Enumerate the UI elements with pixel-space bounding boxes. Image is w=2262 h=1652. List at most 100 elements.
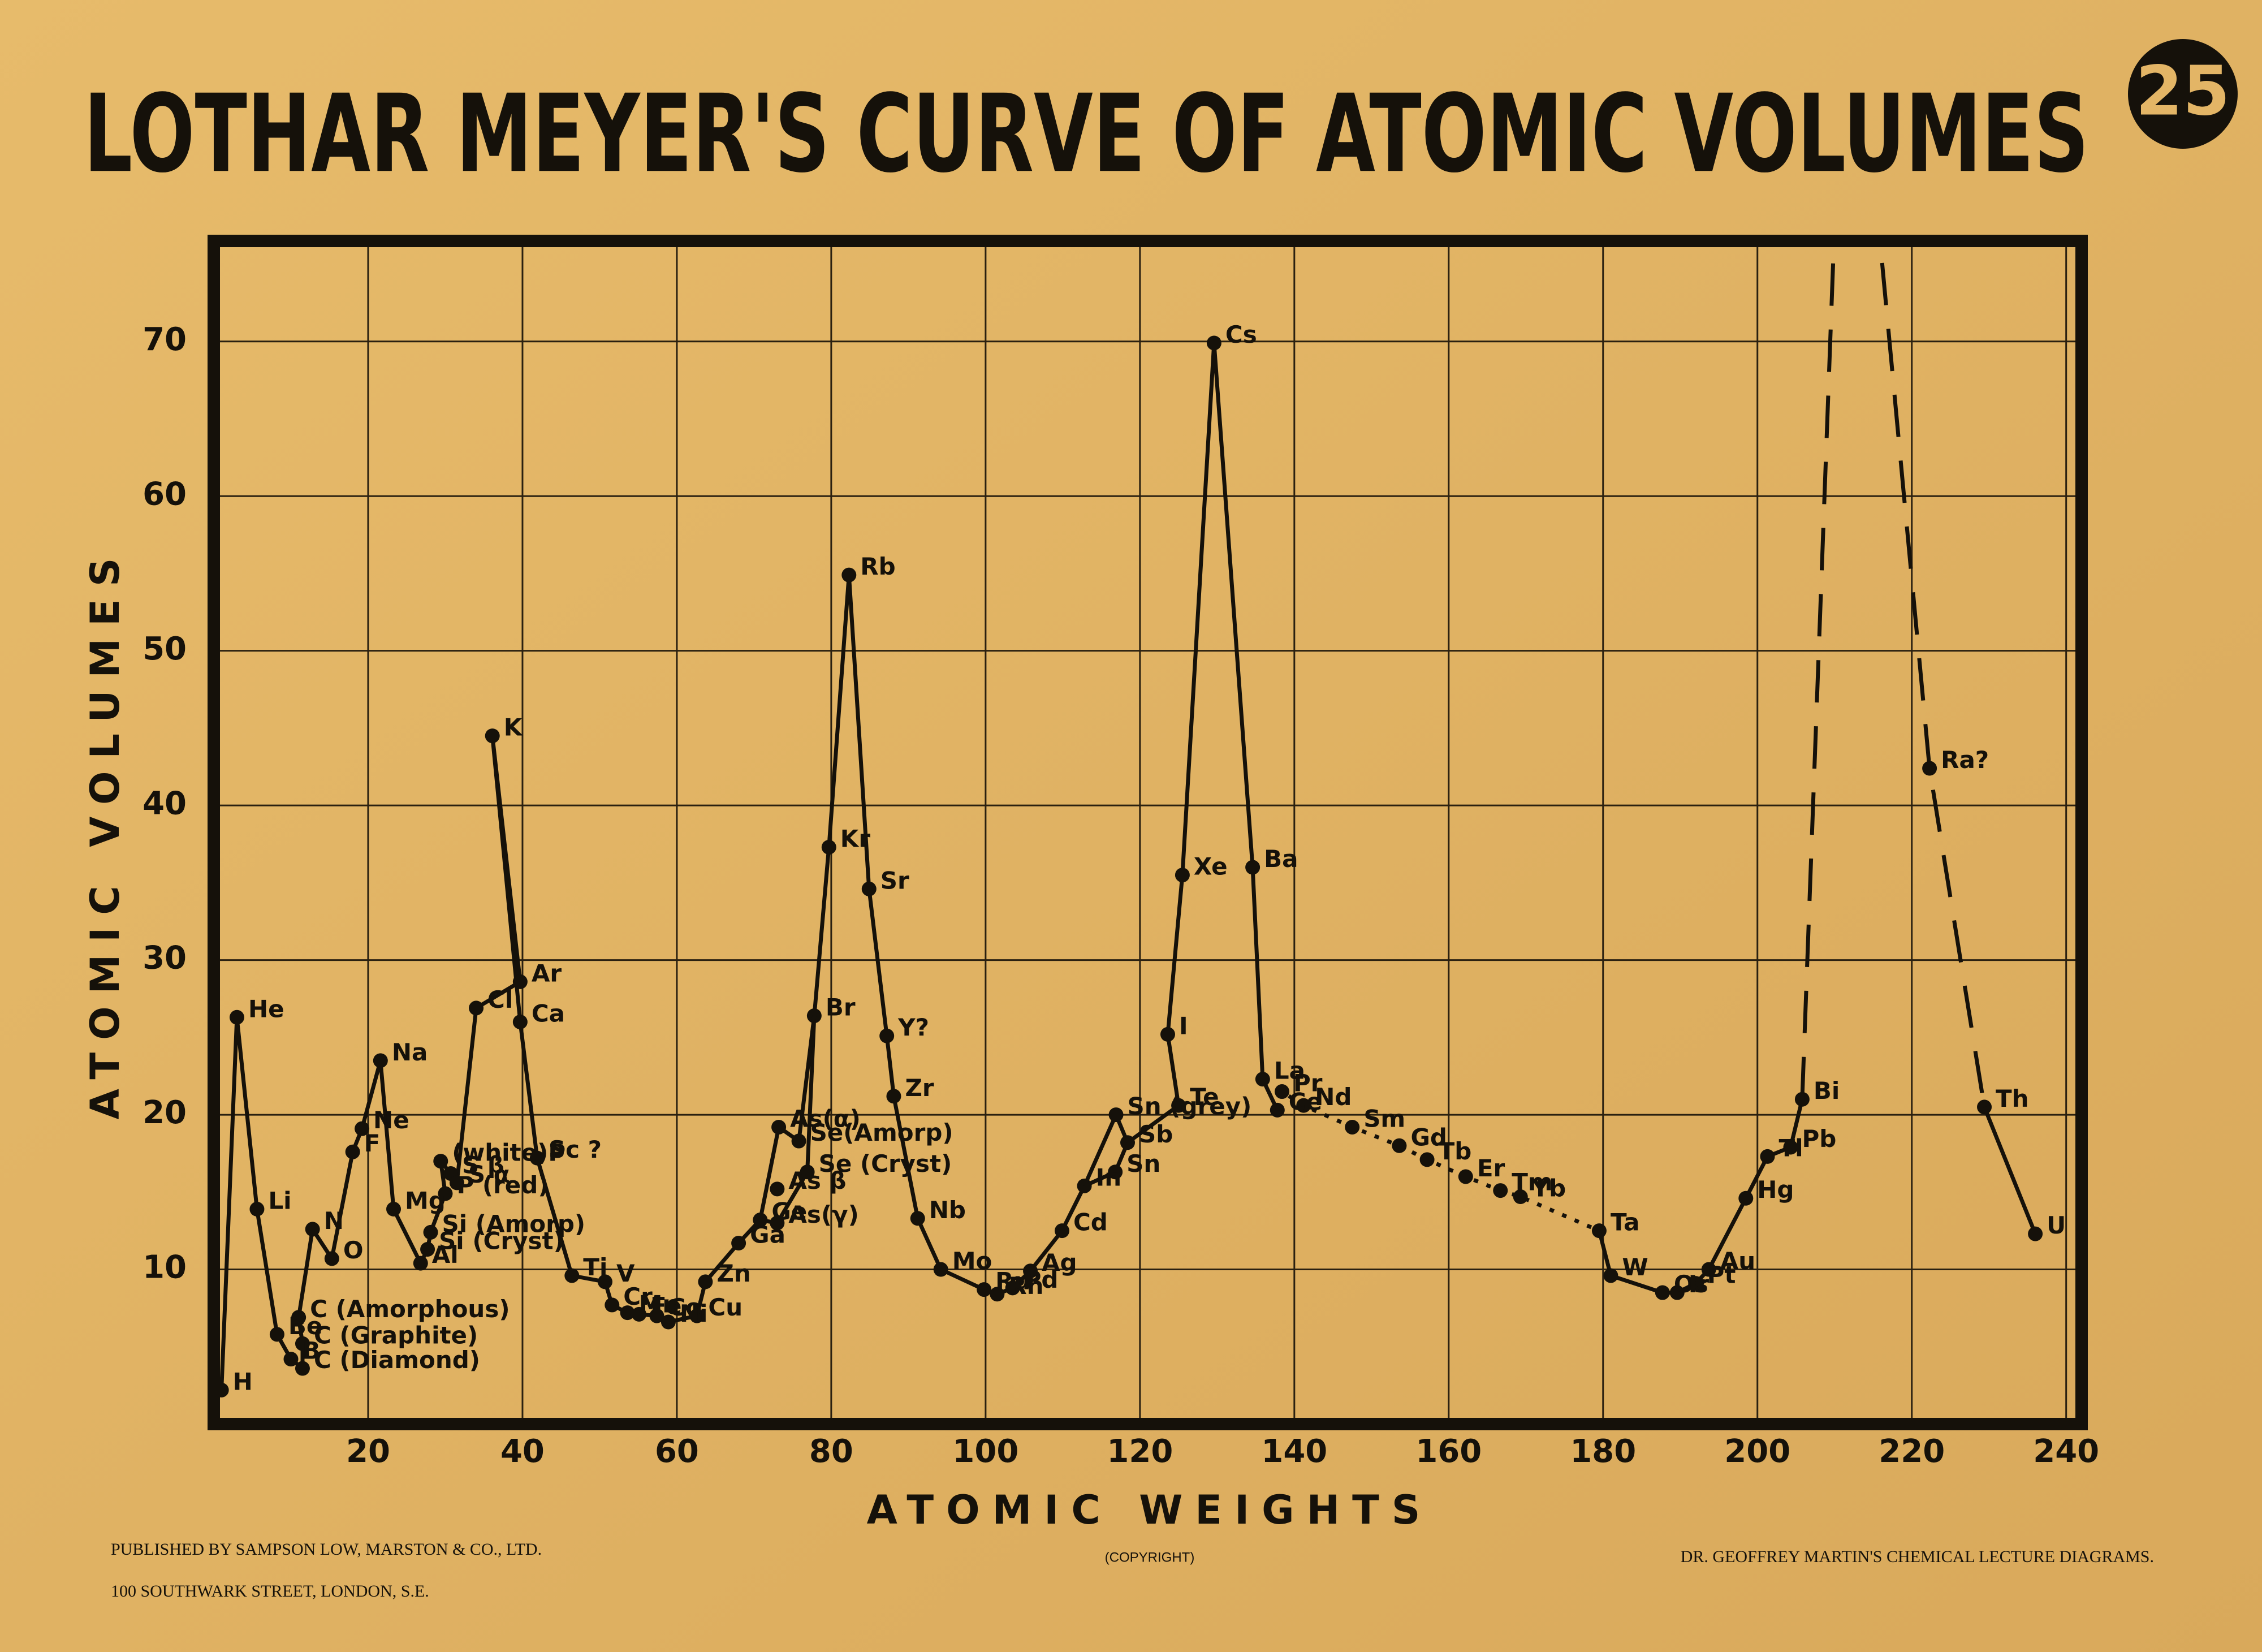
point-label: Ru	[995, 1267, 1030, 1295]
x-tick-label: 220	[1879, 1433, 1945, 1470]
point-label: As β	[788, 1167, 846, 1194]
point-label: Rb	[860, 553, 895, 580]
x-tick-label: 40	[500, 1433, 545, 1470]
point-label: Sm	[1363, 1105, 1405, 1132]
y-tick-label: 30	[143, 940, 187, 977]
point-label: K	[504, 714, 523, 741]
data-point	[1738, 1191, 1754, 1206]
point-label: Os	[1674, 1270, 1708, 1298]
point-label: Ni	[680, 1300, 708, 1327]
footer-publisher: PUBLISHED BY SAMPSON LOW, MARSTON & CO.,…	[111, 1540, 542, 1559]
x-tick-label: 100	[952, 1433, 1018, 1470]
point-label: Ga	[750, 1221, 785, 1249]
data-point	[295, 1336, 310, 1351]
y-tick-label: 10	[143, 1249, 187, 1286]
y-tick-label: 20	[143, 1094, 187, 1131]
data-point	[529, 1150, 545, 1166]
x-tick-label: 80	[809, 1433, 853, 1470]
data-point	[269, 1327, 284, 1342]
point-label: Se (Cryst)	[819, 1150, 952, 1177]
data-point	[564, 1268, 580, 1283]
point-label: (white)P	[452, 1139, 566, 1167]
data-point	[1701, 1262, 1716, 1277]
data-point	[438, 1186, 453, 1201]
point-label: Cr	[623, 1283, 653, 1310]
data-point	[1688, 1276, 1703, 1291]
point-label: Kr	[840, 825, 871, 852]
data-point	[324, 1251, 339, 1266]
point-label: He	[248, 995, 284, 1023]
data-point	[770, 1181, 785, 1197]
data-point	[1120, 1135, 1136, 1150]
point-label: I	[1179, 1012, 1188, 1039]
data-point	[821, 839, 836, 855]
data-point	[1783, 1140, 1798, 1155]
data-point	[753, 1213, 768, 1228]
point-label: Ag	[1042, 1249, 1077, 1276]
point-label: Sr	[880, 866, 909, 894]
x-tick-label: 120	[1107, 1433, 1173, 1470]
data-point	[1419, 1152, 1435, 1167]
data-point	[861, 881, 877, 896]
data-point	[283, 1352, 299, 1367]
data-point	[841, 567, 857, 583]
point-label: F	[364, 1129, 381, 1157]
point-label: C (Graphite)	[314, 1321, 478, 1349]
point-label: Ta	[1611, 1209, 1640, 1236]
point-label: Nb	[929, 1196, 966, 1224]
data-point	[512, 974, 528, 989]
data-point	[1108, 1164, 1123, 1180]
data-point	[345, 1144, 360, 1159]
data-point	[771, 1119, 787, 1135]
data-point	[933, 1262, 948, 1277]
data-point	[485, 728, 500, 744]
data-point	[731, 1236, 746, 1251]
data-point	[295, 1361, 310, 1376]
point-label: Nd	[1315, 1083, 1352, 1111]
data-point	[449, 1175, 464, 1191]
data-point	[910, 1211, 925, 1226]
point-label: Si (Amorp)	[442, 1210, 586, 1237]
point-label: Ti	[583, 1253, 607, 1281]
point-label: Cu	[708, 1293, 743, 1321]
data-point	[1458, 1169, 1473, 1184]
data-point	[770, 1215, 785, 1231]
point-label: Cs	[1225, 321, 1257, 348]
data-point	[879, 1028, 895, 1043]
point-label: Li	[268, 1187, 291, 1214]
data-point	[990, 1287, 1005, 1302]
data-point	[386, 1201, 402, 1217]
data-point	[649, 1308, 664, 1323]
data-point	[423, 1224, 438, 1240]
data-point	[355, 1121, 370, 1136]
point-label: Ir	[1689, 1270, 1710, 1298]
point-label: Ne	[373, 1106, 409, 1134]
point-label: Pt	[1707, 1261, 1736, 1289]
point-label: Tb	[1439, 1137, 1472, 1165]
point-label: Pb	[1802, 1125, 1836, 1153]
x-tick-label: 180	[1570, 1433, 1636, 1470]
point-label: Zn	[716, 1260, 750, 1287]
x-axis-title: ATOMIC WEIGHTS	[867, 1487, 1433, 1533]
point-label: Sn	[1126, 1150, 1160, 1177]
data-point	[605, 1297, 620, 1313]
point-label: Pd	[1024, 1266, 1059, 1293]
data-point	[1023, 1263, 1038, 1279]
point-label: Hg	[1757, 1176, 1794, 1204]
data-point	[886, 1089, 901, 1104]
data-point	[1175, 868, 1190, 883]
point-label: Pr	[1293, 1069, 1323, 1097]
point-label: U	[2047, 1211, 2066, 1239]
data-point	[433, 1154, 448, 1169]
data-point	[1160, 1026, 1175, 1042]
curve-line	[1275, 1089, 1600, 1233]
point-label: O	[343, 1236, 364, 1264]
point-label: P (red)	[456, 1171, 549, 1199]
point-label: Cd	[1073, 1209, 1108, 1236]
data-point	[1922, 761, 1937, 776]
point-label: Bi	[1814, 1077, 1840, 1105]
data-point	[1794, 1092, 1810, 1107]
curve-line	[758, 1015, 817, 1220]
